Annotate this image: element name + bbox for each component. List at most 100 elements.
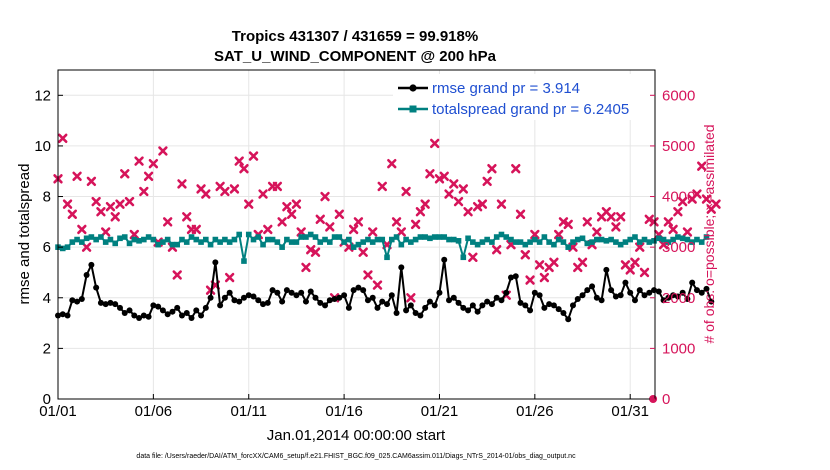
- rmse-point: [426, 298, 433, 305]
- obs-assimilated-marker: [224, 272, 235, 283]
- rmse-point: [264, 299, 271, 306]
- spread-point: [107, 236, 114, 243]
- obs-assimilated-marker: [644, 214, 654, 225]
- rmse-point: [446, 297, 453, 304]
- rmse-point: [384, 301, 391, 308]
- obs-assimilated-marker: [711, 199, 721, 209]
- rmse-point: [660, 297, 667, 304]
- rmse-point: [78, 296, 85, 303]
- obs-assimilated-marker: [611, 222, 621, 232]
- rmse-point: [250, 293, 257, 300]
- rmse-point: [417, 312, 424, 319]
- spread-point: [203, 236, 209, 243]
- obs-assimilated-marker: [491, 244, 502, 255]
- rmse-point: [364, 297, 371, 304]
- rmse-point: [298, 289, 305, 296]
- rmse-point: [360, 287, 367, 294]
- spread-point: [212, 236, 219, 243]
- obs-assimilated-marker: [582, 217, 592, 227]
- spread-point: [484, 236, 490, 243]
- series-lines: [55, 231, 715, 323]
- spread-point: [441, 234, 448, 240]
- rmse-point: [512, 273, 519, 280]
- rmse-point: [150, 302, 157, 309]
- y-axis-ticks: 0 2 4 6 8 10 12: [34, 87, 63, 408]
- rmse-point: [64, 312, 71, 319]
- spread-point: [217, 239, 223, 245]
- rmse-point: [112, 301, 119, 308]
- rmse-point: [69, 297, 76, 304]
- obs-assimilated-marker: [425, 169, 435, 179]
- spread-point: [574, 236, 581, 243]
- obs-assimilated-marker: [406, 293, 416, 303]
- spread-point: [412, 236, 419, 243]
- obs-assimilated-marker: [248, 151, 259, 161]
- obs-assimilated-marker: [348, 224, 359, 235]
- spread-point: [355, 241, 362, 248]
- obs-assimilated-marker: [115, 199, 125, 209]
- spread-point: [322, 236, 328, 243]
- spread-point: [260, 241, 266, 248]
- rmse-point: [593, 294, 600, 301]
- rmse-point: [555, 306, 562, 313]
- rmse-point: [603, 266, 610, 273]
- rmse-point: [393, 309, 400, 316]
- spread-point: [555, 236, 562, 243]
- spread-point: [183, 239, 190, 245]
- spread-point: [179, 236, 185, 243]
- rmse-point: [665, 294, 672, 301]
- rmse-point: [217, 302, 224, 309]
- rmse-point: [116, 304, 123, 311]
- rmse-point: [703, 285, 710, 292]
- obs-assimilated-marker: [315, 214, 325, 225]
- spread-point: [121, 234, 128, 240]
- rmse-point: [102, 301, 109, 308]
- x-axis-ticks: 01/01 01/06 01/11 01/16 01/21 01/26 01/31: [39, 394, 649, 420]
- obs-assimilated-marker: [229, 184, 240, 194]
- rmse-point: [93, 284, 100, 291]
- spread-point: [64, 244, 71, 250]
- rmse-point: [460, 304, 467, 311]
- rmse-point: [627, 289, 634, 296]
- obs-assimilated-marker: [158, 146, 168, 156]
- spread-point: [541, 234, 548, 240]
- spread-point: [112, 240, 119, 247]
- spread-point: [703, 234, 710, 240]
- spread-point: [589, 239, 595, 245]
- obs-assimilated-marker: [663, 217, 674, 227]
- spread-point: [241, 258, 247, 264]
- spread-point: [498, 231, 505, 238]
- chart-title-line2: SAT_U_WIND_COMPONENT @ 200 hPa: [214, 48, 497, 65]
- rmse-point: [388, 292, 395, 299]
- spread-point: [265, 236, 271, 243]
- x-tick-label: 01/11: [231, 403, 267, 420]
- rmse-point: [441, 256, 448, 263]
- rmse-point: [193, 307, 200, 314]
- rmse-point: [541, 304, 548, 311]
- obs-assimilated-marker: [401, 186, 411, 197]
- spread-point: [336, 234, 343, 240]
- rmse-point: [708, 298, 715, 305]
- spread-point: [188, 234, 195, 240]
- spread-point: [546, 239, 552, 245]
- x-tick-label: 01/01: [39, 403, 77, 420]
- obs-assimilated-marker: [353, 217, 364, 227]
- rmse-point: [83, 271, 90, 278]
- spread-point: [522, 241, 529, 248]
- obs-assimilated-marker: [372, 280, 383, 290]
- obs-assimilated-marker: [677, 196, 688, 207]
- rmse-point: [531, 289, 538, 296]
- rmse-point: [326, 297, 333, 304]
- right-y-tick-label: 6000: [662, 87, 695, 104]
- x-tick-label: 01/06: [135, 403, 173, 420]
- spread-point: [384, 254, 390, 261]
- rmse-point: [612, 293, 619, 300]
- rmse-point: [274, 289, 281, 296]
- obs-assimilated-marker: [86, 176, 97, 187]
- spread-point: [393, 234, 400, 240]
- rmse-point: [455, 299, 462, 306]
- obs-assimilated-marker: [244, 199, 254, 209]
- rmse-point: [317, 299, 324, 306]
- spread-point: [164, 236, 171, 243]
- spread-point: [193, 236, 200, 243]
